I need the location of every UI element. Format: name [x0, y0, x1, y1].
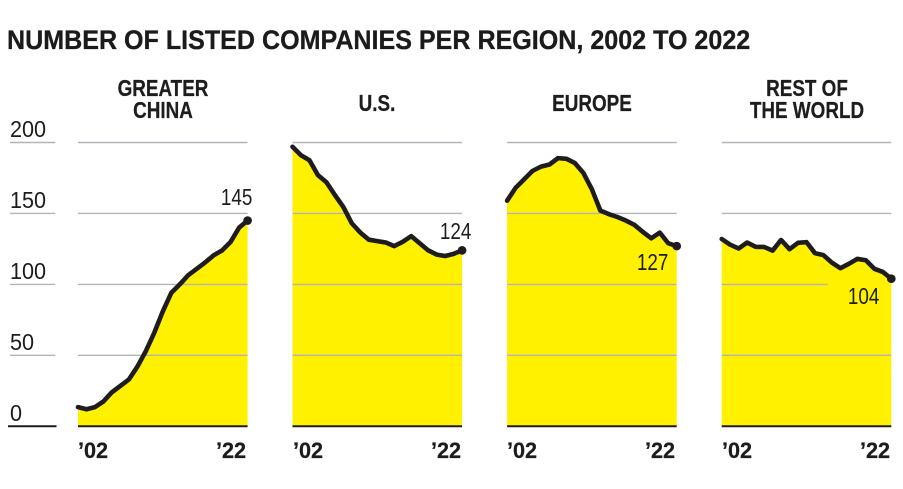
- value-label-europe: 127: [636, 248, 668, 275]
- x-axis-label-u-s-02: ’02: [292, 438, 323, 464]
- chart-title: NUMBER OF LISTED COMPANIES PER REGION, 2…: [6, 25, 750, 55]
- x-axis-label-europe-02: ’02: [507, 438, 538, 464]
- line-europe: [504, 155, 680, 249]
- value-label-greater-china: 145: [220, 184, 253, 211]
- panel-title-rest-of-the-world: REST OF THE WORLD: [749, 74, 864, 123]
- area-rest-of-the-world: [721, 238, 892, 427]
- x-axis-label-europe-22: ’22: [645, 438, 676, 464]
- y-axis-label-200: 200: [10, 116, 47, 143]
- area-u-s: [292, 146, 463, 427]
- panel-title-u-s: U.S.: [358, 90, 396, 117]
- x-axis-label-rest-of-the-world-22: ’22: [859, 438, 891, 464]
- line-rest-of-the-world: [719, 236, 894, 282]
- area-europe: [507, 158, 677, 427]
- x-axis-label-rest-of-the-world-02: ’02: [721, 438, 752, 464]
- y-axis-label-0: 0: [10, 400, 23, 426]
- end-dot-rest-of-the-world: [886, 274, 896, 284]
- end-dot-europe: [672, 241, 682, 251]
- end-dot-u-s: [457, 245, 467, 255]
- x-axis-label-greater-china-22: ’22: [216, 438, 247, 464]
- line-greater-china: [75, 218, 250, 412]
- panel-title-europe: EUROPE: [552, 90, 632, 117]
- end-dot-greater-china: [243, 216, 252, 225]
- line-u-s: [290, 144, 465, 259]
- y-axis-label-100: 100: [10, 258, 47, 285]
- x-axis-label-greater-china-02: ’02: [77, 438, 109, 464]
- value-label-u-s: 124: [440, 218, 472, 245]
- panel-title-greater-china: GREATER CHINA: [117, 74, 209, 123]
- value-label-rest-of-the-world: 104: [848, 283, 880, 310]
- area-greater-china: [78, 220, 248, 427]
- y-axis-label-50: 50: [10, 329, 35, 356]
- x-axis-label-u-s-22: ’22: [430, 438, 461, 464]
- y-axis-label-150: 150: [10, 187, 47, 214]
